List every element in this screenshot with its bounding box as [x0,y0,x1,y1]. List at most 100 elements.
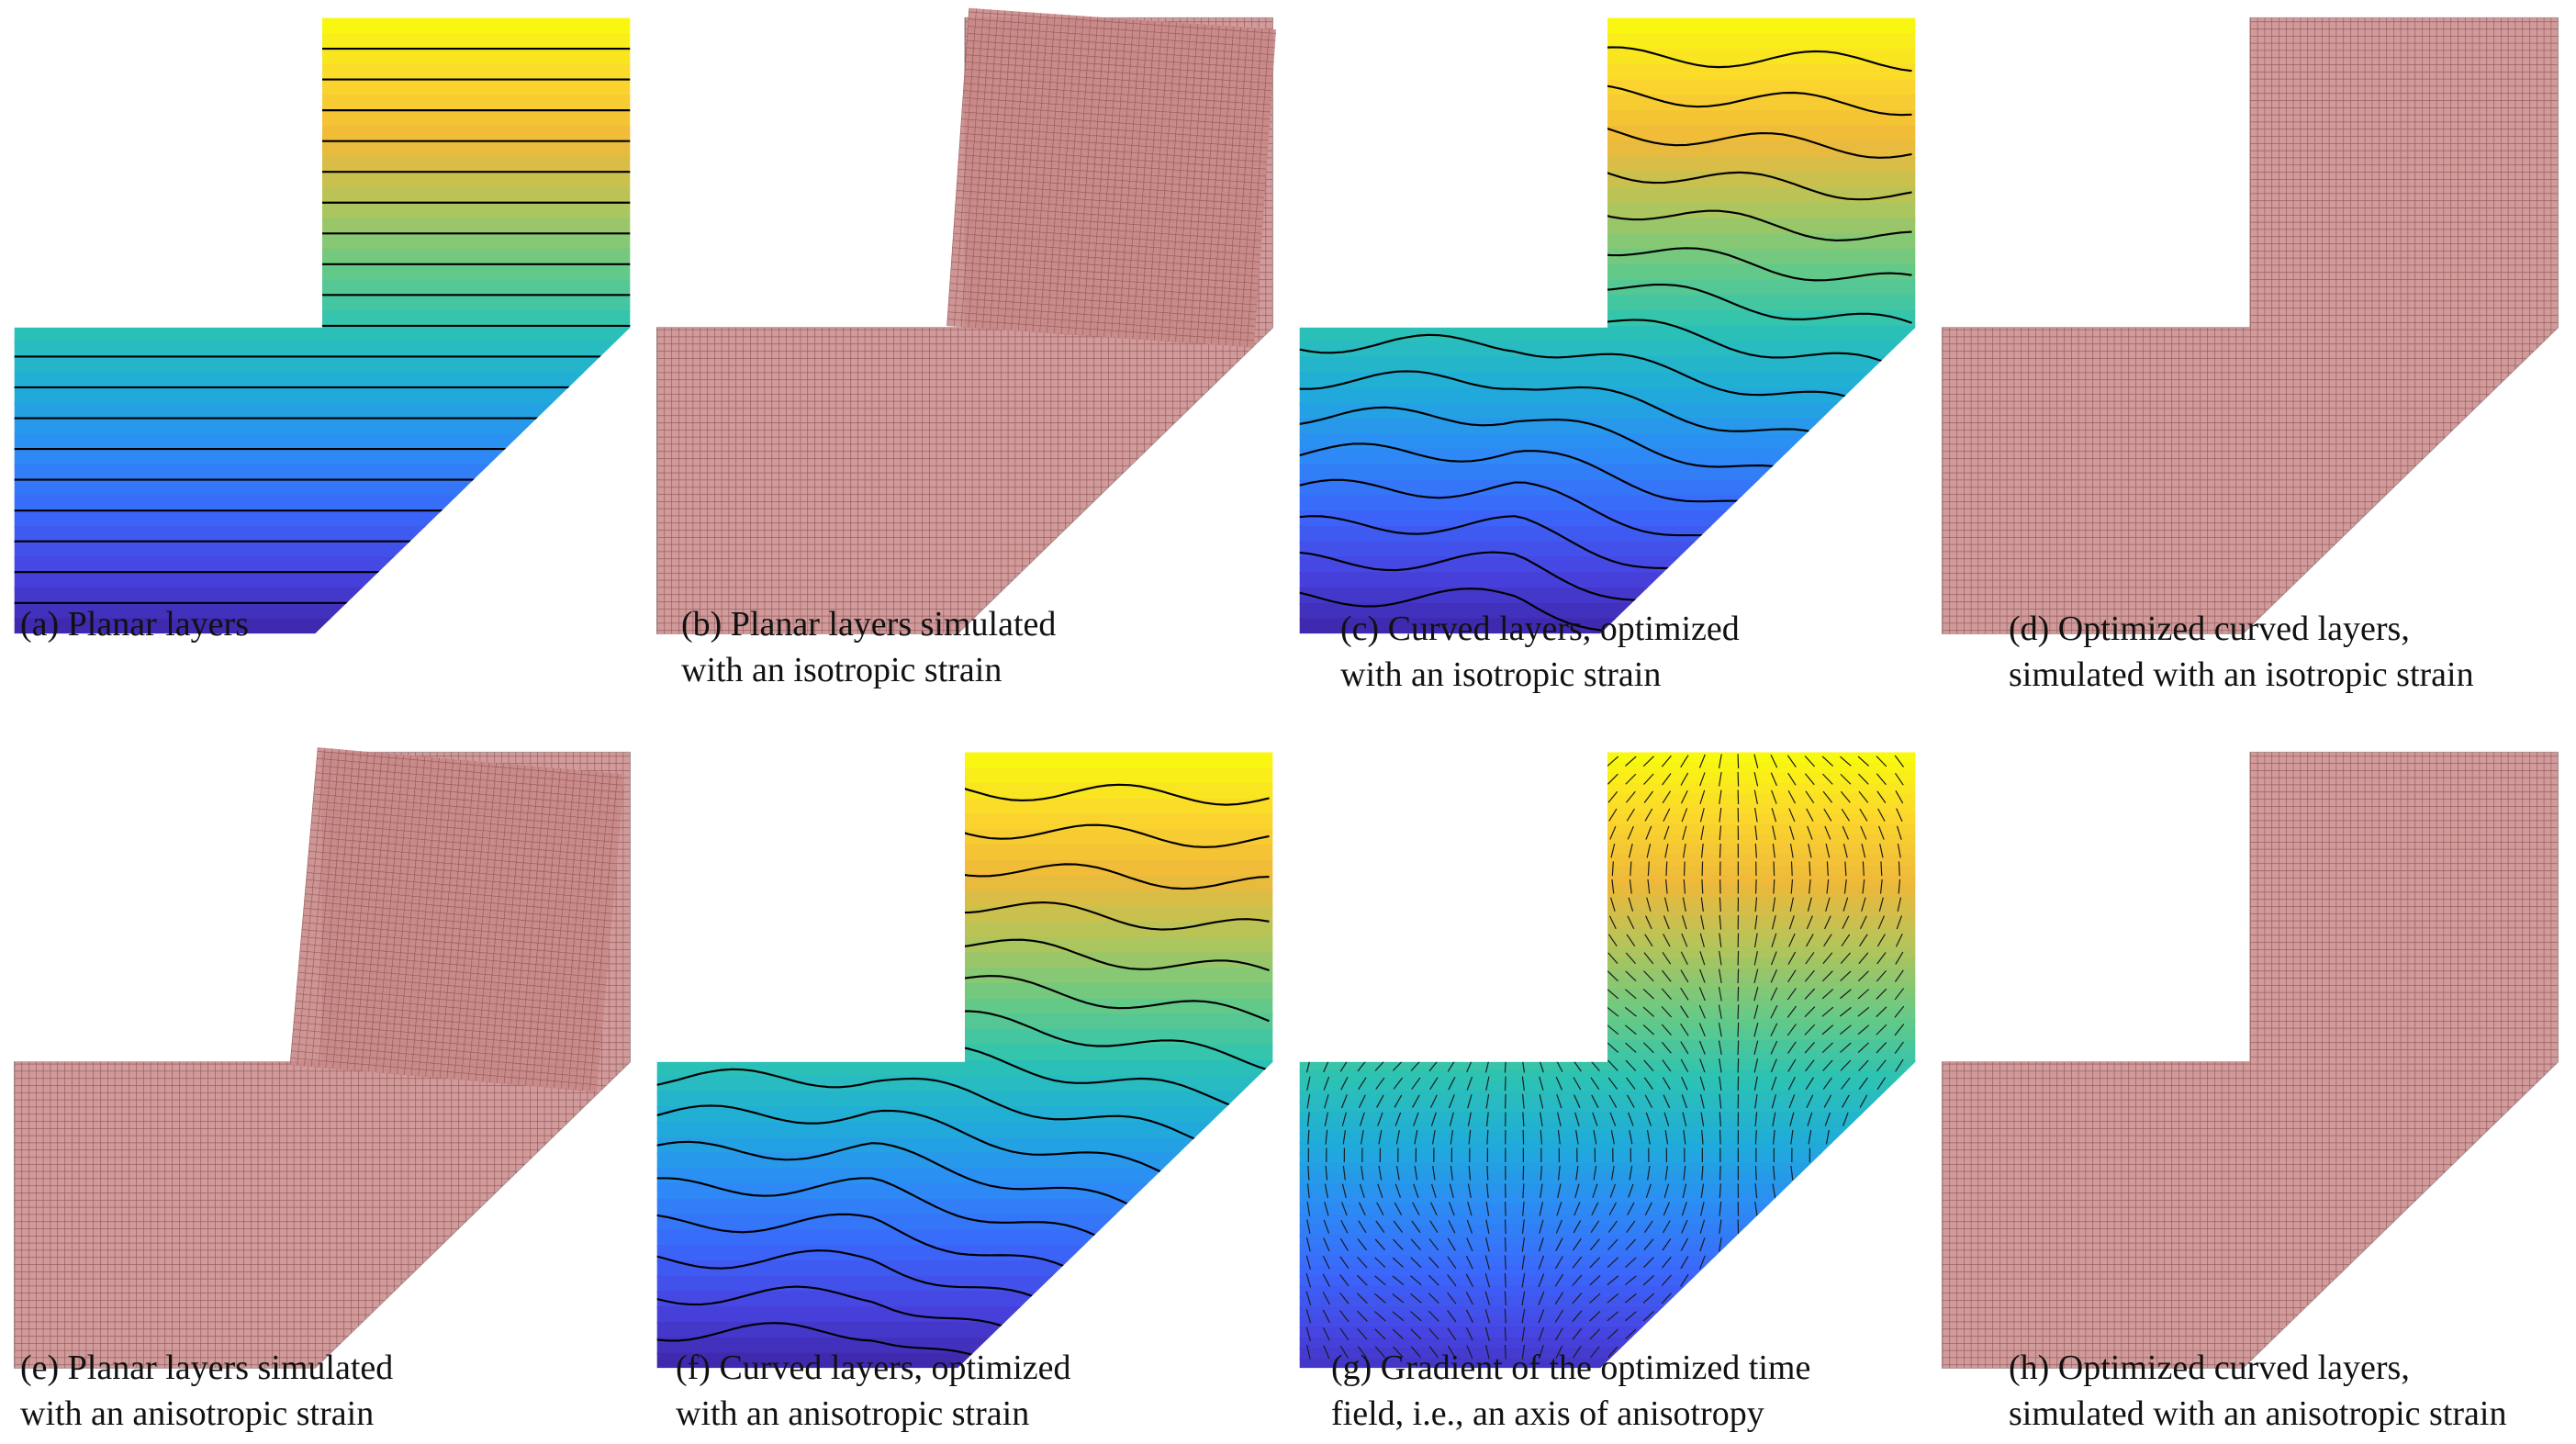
gradient-tick [1611,879,1615,894]
gradient-tick [1898,879,1901,894]
gradient-tick [1593,1165,1597,1181]
gradient-tick [1522,1093,1525,1109]
gradient-tick [1897,897,1902,912]
gradient-tick [1609,825,1617,840]
gradient-tick [1430,1202,1438,1216]
caption-b: (b) Planar layers simulated with an isot… [681,601,1056,693]
gradient-tick [1822,773,1833,785]
gradient-tick [1804,1310,1816,1322]
gradient-tick [1771,933,1777,947]
caption-c: (c) Curved layers, optimized with an iso… [1340,606,1740,698]
gradient-tick [1680,1256,1689,1270]
gradient-tick [1521,1255,1526,1270]
gradient-tick [1878,897,1884,912]
gradient-tick [1858,1059,1869,1071]
gradient-tick [1306,807,1311,823]
gradient-tick [1680,1005,1689,1019]
gradient-tick [1448,808,1455,823]
gradient-tick [1467,1183,1472,1199]
gradient-tick [1361,1165,1364,1181]
gradient-tick [1804,1327,1815,1340]
color-band [1299,783,1916,796]
gradient-tick [1448,790,1456,804]
gradient-tick [1341,1183,1347,1198]
gradient-tick [1484,1004,1491,1019]
gradient-tick [1719,950,1722,966]
gradient-tick [1698,1273,1706,1288]
gradient-tick [1504,1291,1506,1306]
gradient-tick [1788,915,1795,930]
gradient-tick [1307,843,1310,858]
color-band [14,433,631,452]
gradient-tick [1841,808,1850,822]
gradient-tick [1681,1076,1688,1091]
gradient-tick [1753,1004,1759,1019]
gradient-tick [1894,1274,1905,1287]
color-band [1299,1214,1916,1226]
gradient-tick [1661,1293,1673,1304]
gradient-tick [1428,1310,1439,1322]
gradient-tick [1895,772,1904,786]
gradient-tick [1878,1183,1885,1198]
gradient-tick [1737,1255,1740,1270]
gradient-tick [1393,1077,1404,1090]
gradient-tick [1607,790,1618,803]
gradient-tick [1737,1022,1740,1037]
color-band [1299,202,1916,220]
gradient-tick [1662,1327,1672,1340]
gradient-tick [1663,1112,1670,1126]
gradient-tick [1429,1077,1439,1091]
gradient-tick [1394,808,1403,822]
gradient-tick [1325,1129,1328,1145]
gradient-tick [1410,1006,1422,1017]
gradient-tick [1753,772,1759,787]
gradient-tick [1664,1165,1668,1181]
gradient-tick [1682,915,1687,930]
gradient-tick [1699,968,1706,983]
gradient-tick [1737,1308,1740,1324]
gradient-tick [1521,771,1526,787]
gradient-tick [1786,1041,1797,1055]
gradient-tick [1414,879,1417,894]
color-band [1299,988,1916,1001]
layer-line [656,1285,1271,1369]
gradient-tick [1324,915,1329,930]
gradient-tick [1661,1024,1672,1035]
gradient-tick [1428,1257,1439,1269]
gradient-tick [1611,861,1614,877]
gradient-tick [1772,825,1776,841]
gradient-tick [1626,1220,1636,1233]
gradient-tick [1788,1094,1796,1109]
gradient-tick [1718,1004,1722,1020]
color-band [1299,998,1916,1011]
gradient-tick [1393,1220,1403,1233]
color-band [14,541,631,559]
gradient-tick [1374,1257,1386,1269]
gradient-tick [1359,915,1366,930]
gradient-tick [1339,1237,1349,1251]
gradient-tick [1539,1219,1544,1234]
gradient-tick [1843,879,1847,894]
gradient-tick [1374,773,1386,785]
gradient-tick [1770,1237,1777,1252]
gradient-tick [1790,1129,1794,1145]
gradient-tick [1860,1112,1867,1126]
color-band [656,952,1273,970]
gradient-tick [1466,1345,1473,1360]
gradient-tick [1876,1006,1887,1018]
gradient-tick [1484,1040,1490,1055]
gradient-tick [1840,970,1852,982]
gradient-tick [1572,1310,1583,1323]
gradient-tick [1607,1275,1619,1286]
gradient-tick [1447,1005,1457,1018]
gradient-tick [1698,987,1706,1002]
gradient-tick [1876,1024,1887,1035]
gradient-tick [1540,897,1543,912]
gradient-tick [1839,1311,1852,1322]
gradient-tick [1680,789,1688,804]
gradient-tick [1431,1129,1436,1145]
gradient-tick [1591,1202,1599,1215]
caption-f-line-1: (f) Curved layers, optimized [676,1349,1071,1387]
gradient-tick [1324,825,1329,840]
gradient-tick [1628,897,1634,912]
